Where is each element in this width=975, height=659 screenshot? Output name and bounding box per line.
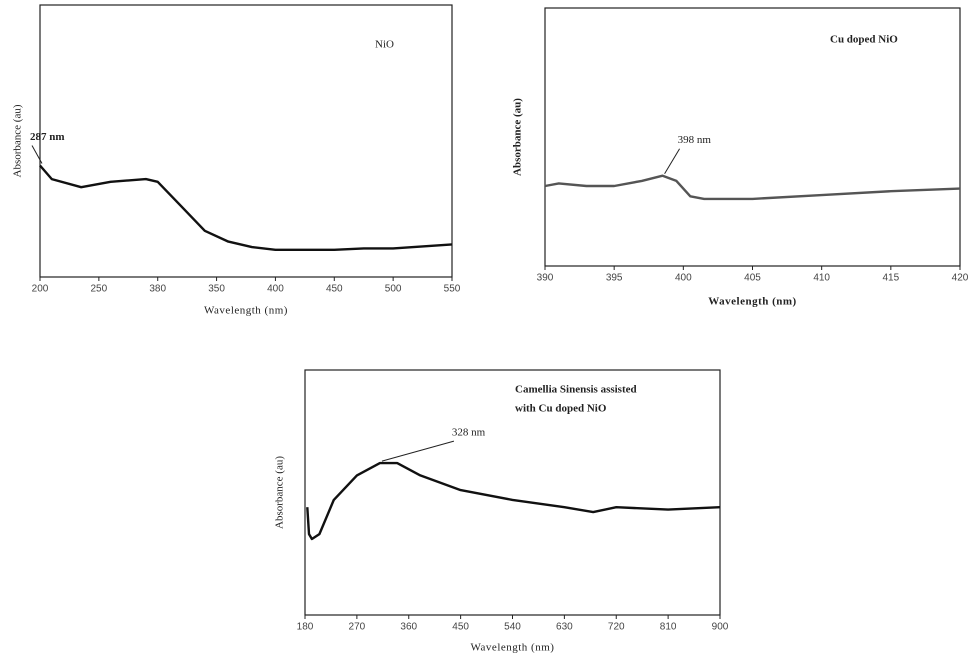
x-tick-label: 630 (556, 622, 573, 633)
x-tick-label: 410 (813, 273, 830, 284)
panel: 200 250 380 350 400 450 500 550 Wavelength (nm) A… (12, 4, 461, 317)
x-tick-label: 360 (400, 622, 417, 633)
x-tick-label: 350 (208, 284, 225, 295)
x-tick-label: 400 (675, 273, 692, 284)
y-axis-label: Absorbance (au) (512, 98, 524, 176)
x-tick-label: 900 (712, 622, 729, 633)
x-tick-label: 405 (744, 273, 761, 284)
plot-frame (544, 7, 961, 267)
x-tick-label: 450 (326, 284, 343, 295)
x-tick-label: 395 (606, 273, 623, 284)
x-tick-label: 180 (297, 622, 314, 633)
plot-frame (39, 4, 453, 278)
x-tick-label: 500 (385, 284, 402, 295)
x-tick-label: 415 (882, 273, 899, 284)
peak-label: 398 nm (678, 134, 712, 146)
x-tick-label: 270 (349, 622, 366, 633)
spectrum-line (544, 174, 961, 201)
x-axis-label: Wavelength (nm) (471, 642, 555, 654)
x-tick-label: 390 (537, 273, 554, 284)
peak-arrow (664, 148, 681, 174)
panel-title: with Cu doped NiO (515, 403, 607, 415)
x-tick-label: 450 (452, 622, 469, 633)
x-tick-label: 720 (608, 622, 625, 633)
x-tick-label: 810 (660, 622, 677, 633)
x-tick-label: 250 (91, 284, 108, 295)
x-tick-label: 380 (149, 284, 166, 295)
peak-arrow (381, 440, 455, 462)
panel: 390 395 400 405 410 415 420 Wavelength (nm) Abso… (512, 7, 969, 308)
x-axis-label: Wavelength (nm) (204, 305, 288, 317)
plot-frame (304, 369, 721, 616)
panel-title: Cu doped NiO (830, 34, 898, 46)
panel: 180 270 360 450 540 630 720 810 900 Wavelength (n… (274, 369, 729, 654)
peak-label: 328 nm (452, 427, 486, 439)
x-tick-label: 540 (504, 622, 521, 633)
peak-arrow (31, 145, 43, 164)
spectrum-line (39, 164, 453, 251)
x-tick-label: 550 (444, 284, 461, 295)
y-axis-label: Absorbance (au) (274, 456, 286, 529)
x-tick-label: 400 (267, 284, 284, 295)
spectrum-line (306, 461, 721, 541)
panel-title: Camellia Sinensis assisted (515, 384, 637, 396)
x-tick-label: 420 (952, 273, 969, 284)
panel-title: NiO (375, 39, 394, 51)
y-axis-label: Absorbance (au) (12, 104, 24, 177)
peak-label: 287 nm (30, 131, 65, 143)
x-tick-label: 200 (32, 284, 49, 295)
x-axis-label: Wavelength (nm) (708, 296, 796, 308)
